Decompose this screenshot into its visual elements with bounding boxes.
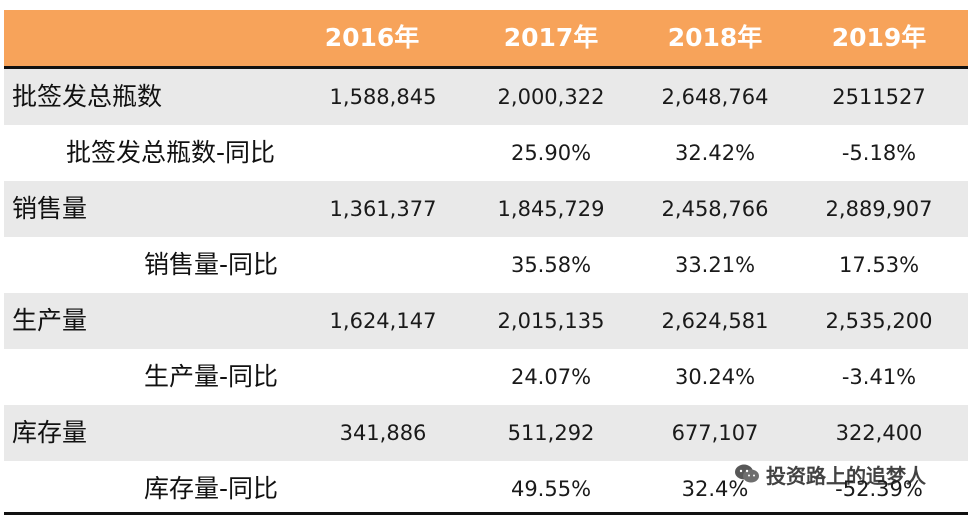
header-year-2016: 2016年 bbox=[324, 23, 420, 52]
cell-2017: 24.07% bbox=[510, 365, 592, 389]
cell-2018: 2,624,581 bbox=[661, 309, 769, 333]
cell-2018: 2,648,764 bbox=[661, 85, 769, 109]
cell-2018: 33.21% bbox=[674, 253, 756, 277]
cell-2016 bbox=[298, 461, 468, 517]
cell-2019: 322,400 bbox=[835, 421, 923, 445]
table-row: 生产量 1,624,147 2,015,135 2,624,581 2,535,… bbox=[4, 293, 968, 349]
table-row: 销售量-同比 35.58% 33.21% 17.53% bbox=[4, 237, 968, 293]
cell-2019: 17.53% bbox=[838, 253, 920, 277]
header-year-2019: 2019年 bbox=[831, 23, 927, 52]
cell-2019: -5.18% bbox=[841, 141, 917, 165]
cell-2018: 30.24% bbox=[674, 365, 756, 389]
row-label: 库存量-同比 bbox=[144, 474, 279, 503]
cell-2019: 2,889,907 bbox=[825, 197, 933, 221]
cell-2019: 2,535,200 bbox=[825, 309, 933, 333]
table-row: 生产量-同比 24.07% 30.24% -3.41% bbox=[4, 349, 968, 405]
cell-2017: 49.55% bbox=[510, 477, 592, 501]
cell-2017: 2,015,135 bbox=[497, 309, 605, 333]
table-header: 2016年 2017年 2018年 2019年 bbox=[4, 10, 968, 69]
cell-2019: -3.41% bbox=[841, 365, 917, 389]
cell-2017: 1,845,729 bbox=[497, 197, 605, 221]
cell-2016: 1,624,147 bbox=[329, 309, 437, 333]
cell-2018: 2,458,766 bbox=[661, 197, 769, 221]
row-label: 销售量-同比 bbox=[144, 250, 279, 279]
table-row: 批签发总瓶数 1,588,845 2,000,322 2,648,764 251… bbox=[4, 69, 968, 125]
cell-2016: 1,588,845 bbox=[329, 85, 437, 109]
row-label: 销售量 bbox=[12, 194, 88, 223]
table-row: 库存量-同比 49.55% 32.4% -52.39% bbox=[4, 461, 968, 517]
cell-2017: 25.90% bbox=[510, 141, 592, 165]
table-bottom-border bbox=[4, 512, 968, 515]
watermark-text: 投资路上的追梦人 bbox=[766, 463, 926, 488]
cell-2016: 1,361,377 bbox=[329, 197, 437, 221]
table-row: 库存量 341,886 511,292 677,107 322,400 bbox=[4, 405, 968, 461]
watermark: 投资路上的追梦人 bbox=[734, 454, 926, 494]
wechat-icon bbox=[735, 464, 759, 483]
cell-2018: 677,107 bbox=[671, 421, 759, 445]
row-label: 库存量 bbox=[12, 418, 88, 447]
cell-2019: -52.39% bbox=[835, 477, 923, 501]
header-year-2018: 2018年 bbox=[667, 23, 763, 52]
row-label: 生产量 bbox=[12, 306, 88, 335]
cell-2017: 2,000,322 bbox=[497, 85, 605, 109]
cell-2017: 511,292 bbox=[507, 421, 595, 445]
cell-2016 bbox=[298, 349, 468, 405]
table-row: 销售量 1,361,377 1,845,729 2,458,766 2,889,… bbox=[4, 181, 968, 237]
cell-2016 bbox=[298, 125, 468, 181]
row-label: 批签发总瓶数 bbox=[12, 82, 163, 111]
cell-2019: 2511527 bbox=[832, 85, 926, 109]
cell-2018: 32.4% bbox=[681, 477, 749, 501]
row-label: 批签发总瓶数-同比 bbox=[66, 138, 276, 167]
cell-2017: 35.58% bbox=[510, 253, 592, 277]
row-label: 生产量-同比 bbox=[144, 362, 279, 391]
header-year-2017: 2017年 bbox=[503, 23, 599, 52]
cell-2018: 32.42% bbox=[674, 141, 756, 165]
table-row: 批签发总瓶数-同比 25.90% 32.42% -5.18% bbox=[4, 125, 968, 181]
cell-2016 bbox=[298, 237, 468, 293]
cell-2016: 341,886 bbox=[339, 421, 427, 445]
